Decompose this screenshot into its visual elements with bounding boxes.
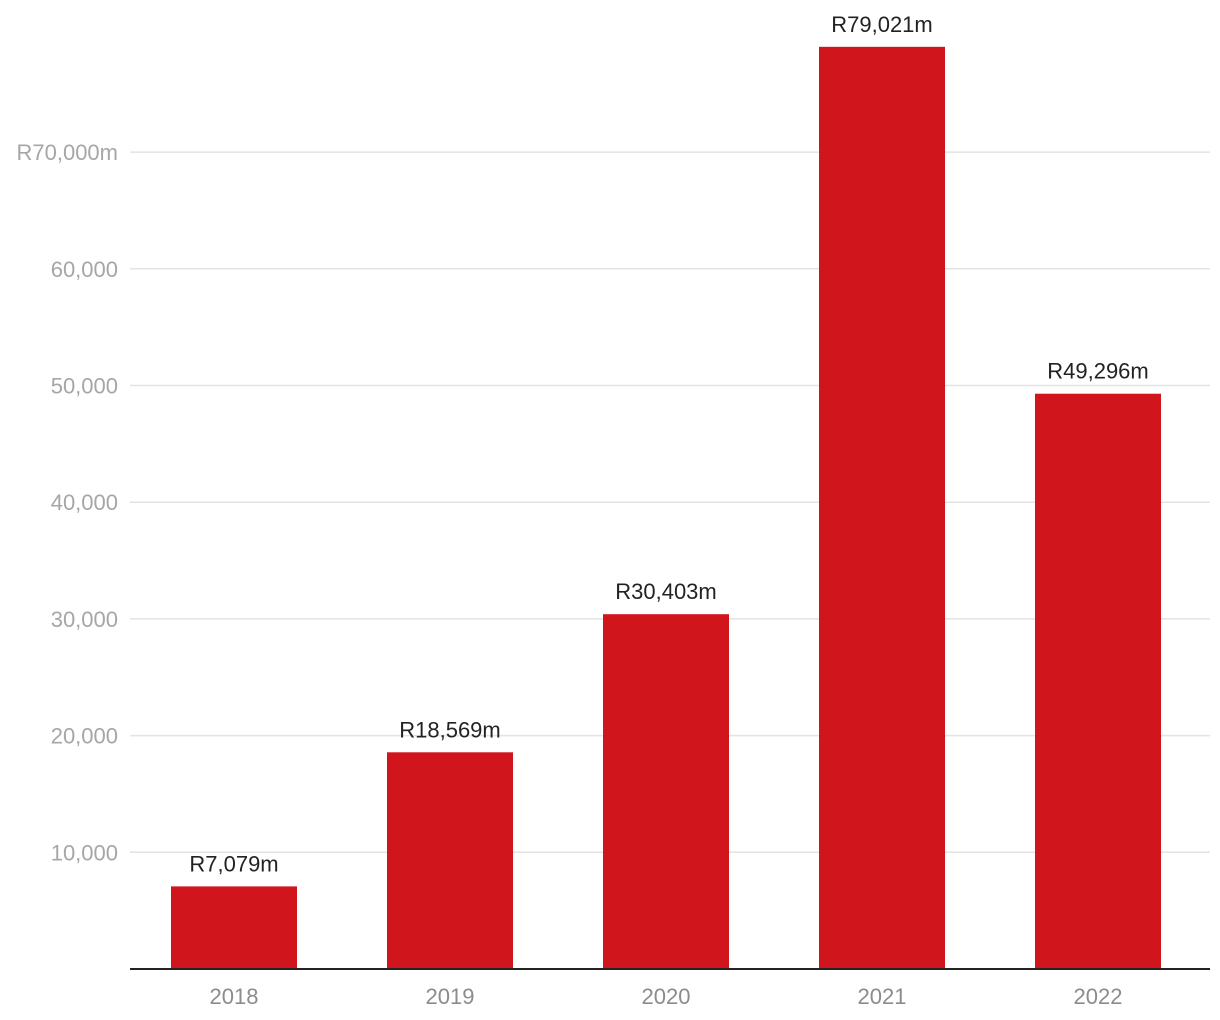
- y-tick-label: 30,000: [51, 607, 118, 632]
- labels: 10,000 20,000 30,000 40,000 50,000 60,000 R70,…: [16, 12, 1148, 1009]
- bar-2019: [387, 752, 513, 969]
- bar-2018: [171, 886, 297, 969]
- y-tick-label: 50,000: [51, 374, 118, 399]
- data-label-2021: R79,021m: [831, 12, 933, 37]
- x-tick-label-2022: 2022: [1074, 984, 1123, 1009]
- bars: [171, 46, 1161, 969]
- bar-2020: [603, 614, 729, 969]
- data-label-2020: R30,403m: [615, 579, 717, 604]
- y-tick-label: 60,000: [51, 257, 118, 282]
- y-tick-label: 10,000: [51, 840, 118, 865]
- bar-2022: [1035, 393, 1161, 969]
- x-tick-label-2019: 2019: [426, 984, 475, 1009]
- y-tick-label: R70,000m: [16, 140, 118, 165]
- y-tick-label: 40,000: [51, 490, 118, 515]
- data-label-2019: R18,569m: [399, 717, 501, 742]
- x-tick-label-2018: 2018: [210, 984, 259, 1009]
- x-tick-label-2020: 2020: [642, 984, 691, 1009]
- y-tick-label: 20,000: [51, 724, 118, 749]
- data-label-2022: R49,296m: [1047, 359, 1149, 384]
- bar-2021: [819, 46, 945, 969]
- data-label-2018: R7,079m: [189, 851, 278, 876]
- x-tick-label-2021: 2021: [858, 984, 907, 1009]
